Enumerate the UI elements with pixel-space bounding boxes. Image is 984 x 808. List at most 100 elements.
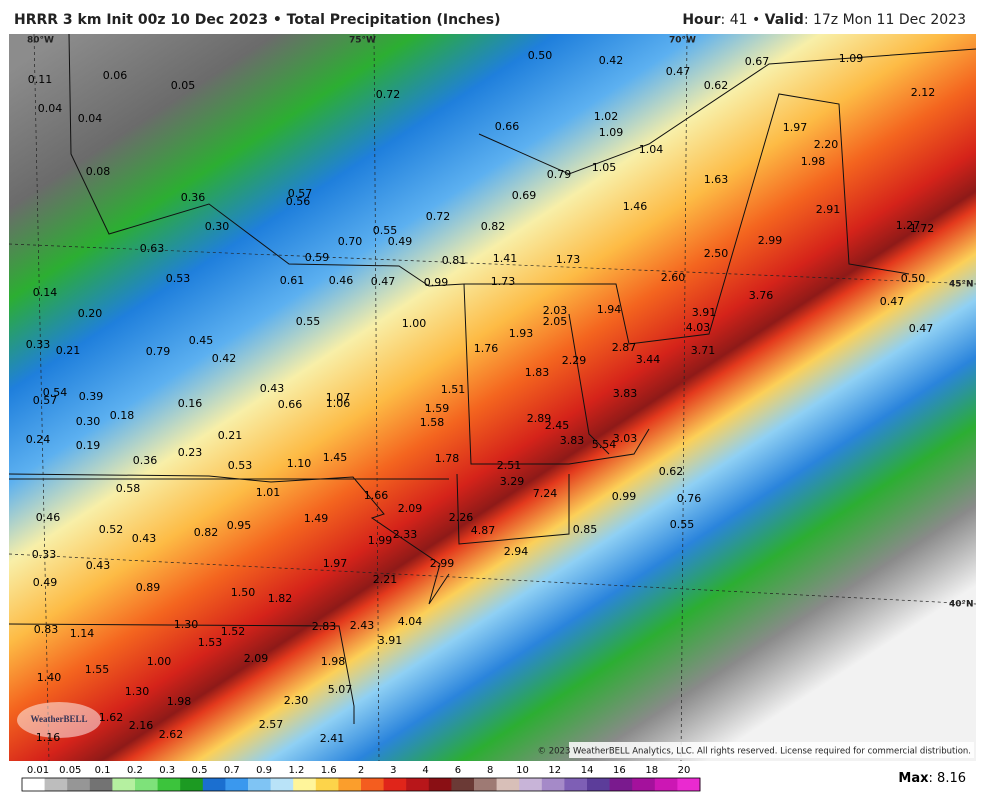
graticule <box>9 34 976 761</box>
value-label: 1.99 <box>368 534 393 547</box>
colorbar-swatch <box>270 778 294 791</box>
value-label: 1.53 <box>198 636 223 649</box>
map: © 2023 WeatherBELL Analytics, LLC. All r… <box>9 34 976 761</box>
value-label: 0.72 <box>426 210 451 223</box>
value-label: 0.55 <box>373 224 398 237</box>
logo-badge <box>17 702 101 738</box>
value-label: 0.57 <box>288 187 313 200</box>
value-label: 1.72 <box>910 222 935 235</box>
colorbar-tick: 0.05 <box>59 765 81 776</box>
colorbar-swatch <box>44 778 68 791</box>
value-label: 1.16 <box>36 731 61 744</box>
value-label: 0.06 <box>103 69 128 82</box>
value-label: 0.20 <box>78 307 103 320</box>
colorbar-tick: 6 <box>455 765 461 776</box>
value-label: 1.07 <box>326 391 351 404</box>
value-label: 1.40 <box>37 671 62 684</box>
value-label: 3.76 <box>749 289 774 302</box>
value-label: 1.63 <box>704 173 729 186</box>
value-label: 1.66 <box>364 489 389 502</box>
colorbar-tick: 2 <box>358 765 364 776</box>
value-label: 2.51 <box>497 459 522 472</box>
value-label: 2.21 <box>373 573 398 586</box>
colorbar-tick: 1.2 <box>288 765 304 776</box>
colorbar-swatch <box>112 778 136 791</box>
max-label: Max <box>898 771 929 786</box>
value-label: 0.47 <box>666 65 691 78</box>
value-label: 1.93 <box>509 327 534 340</box>
value-label: 1.97 <box>783 121 808 134</box>
value-label: 2.20 <box>814 138 839 151</box>
value-label: 0.82 <box>481 220 506 233</box>
value-label: 3.83 <box>613 387 638 400</box>
colorbar-swatch <box>406 778 430 791</box>
value-label: 0.66 <box>495 120 520 133</box>
value-label: 2.29 <box>562 354 587 367</box>
value-label: 3.91 <box>692 306 717 319</box>
value-label: 1.14 <box>70 627 95 640</box>
precip-field <box>9 34 976 761</box>
value-label: 1.82 <box>268 592 293 605</box>
value-label: 1.52 <box>221 625 246 638</box>
value-label: 0.76 <box>677 492 702 505</box>
value-label: 0.21 <box>218 429 243 442</box>
value-label: 1.51 <box>441 383 466 396</box>
value-label: 2.50 <box>704 247 729 260</box>
geo-label: 40°N <box>949 600 974 610</box>
value-label: 1.09 <box>599 126 624 139</box>
value-label: 0.21 <box>56 344 81 357</box>
colorbar: 0.01 0.05 0.1 0.2 0.3 0.5 0.7 0.9 1.2 1.6 2 3 4 6 8 10 1… <box>21 765 701 792</box>
value-label: 2.30 <box>284 694 309 707</box>
colorbar-swatch <box>587 778 611 791</box>
colorbar-swatch <box>677 778 701 791</box>
value-label: 4.87 <box>471 524 496 537</box>
geo-label: 80°W <box>27 36 54 46</box>
value-label: 1.06 <box>326 397 351 410</box>
value-label: 0.83 <box>34 623 59 636</box>
colorbar-swatch <box>315 778 339 791</box>
value-labels: 0.11 0.06 0.05 0.04 0.04 0.72 0.50 0.42 0.47 0.67… <box>26 36 974 746</box>
value-label: 0.08 <box>86 165 111 178</box>
value-label: 2.09 <box>244 652 269 665</box>
value-label: 1.98 <box>167 695 192 708</box>
value-label: 0.72 <box>376 88 401 101</box>
colorbar-swatch <box>22 778 46 791</box>
value-label: 0.46 <box>329 274 354 287</box>
colorbar-swatch <box>632 778 656 791</box>
value-label: 0.54 <box>43 386 68 399</box>
geo-label: 45°N <box>949 280 974 290</box>
value-label: 0.50 <box>528 49 553 62</box>
value-label: 1.59 <box>425 402 450 415</box>
value-label: 2.83 <box>312 620 337 633</box>
valid-time: Hour: 41 • Valid: 17z Mon 11 Dec 2023 <box>682 12 966 28</box>
value-label: 1.49 <box>304 512 329 525</box>
value-label: 0.14 <box>33 286 58 299</box>
value-label: 1.41 <box>493 252 518 265</box>
colorbar-swatch <box>496 778 520 791</box>
value-label: 0.79 <box>146 345 171 358</box>
geo-label: 70°W <box>669 36 696 46</box>
value-label: 1.98 <box>321 655 346 668</box>
hour: : 41 • <box>720 12 765 28</box>
value-label: 1.30 <box>125 685 150 698</box>
value-label: 1.97 <box>323 557 348 570</box>
value-label: 2.89 <box>527 412 552 425</box>
value-label: 4.03 <box>686 321 711 334</box>
colorbar-group: 0.01 0.05 0.1 0.2 0.3 0.5 0.7 0.9 1.2 1.6 2 3 4 6 8 10 1… <box>21 765 701 792</box>
colorbar-swatch <box>135 778 159 791</box>
max-value: : 8.16 <box>928 771 966 786</box>
value-label: 2.91 <box>816 203 841 216</box>
colorbar-swatch <box>361 778 385 791</box>
value-label: 0.61 <box>280 274 305 287</box>
value-label: 0.04 <box>78 112 103 125</box>
value-label: 0.43 <box>260 382 285 395</box>
value-label: 0.81 <box>442 254 467 267</box>
value-label: 0.63 <box>140 242 165 255</box>
colorbar-tick: 0.7 <box>224 765 240 776</box>
value-label: 1.00 <box>147 655 172 668</box>
value-label: 2.60 <box>661 271 686 284</box>
valid: : 17z Mon 11 Dec 2023 <box>803 12 966 28</box>
value-label: 2.09 <box>398 502 423 515</box>
value-label: 1.73 <box>556 253 581 266</box>
value-label: 0.47 <box>880 295 905 308</box>
